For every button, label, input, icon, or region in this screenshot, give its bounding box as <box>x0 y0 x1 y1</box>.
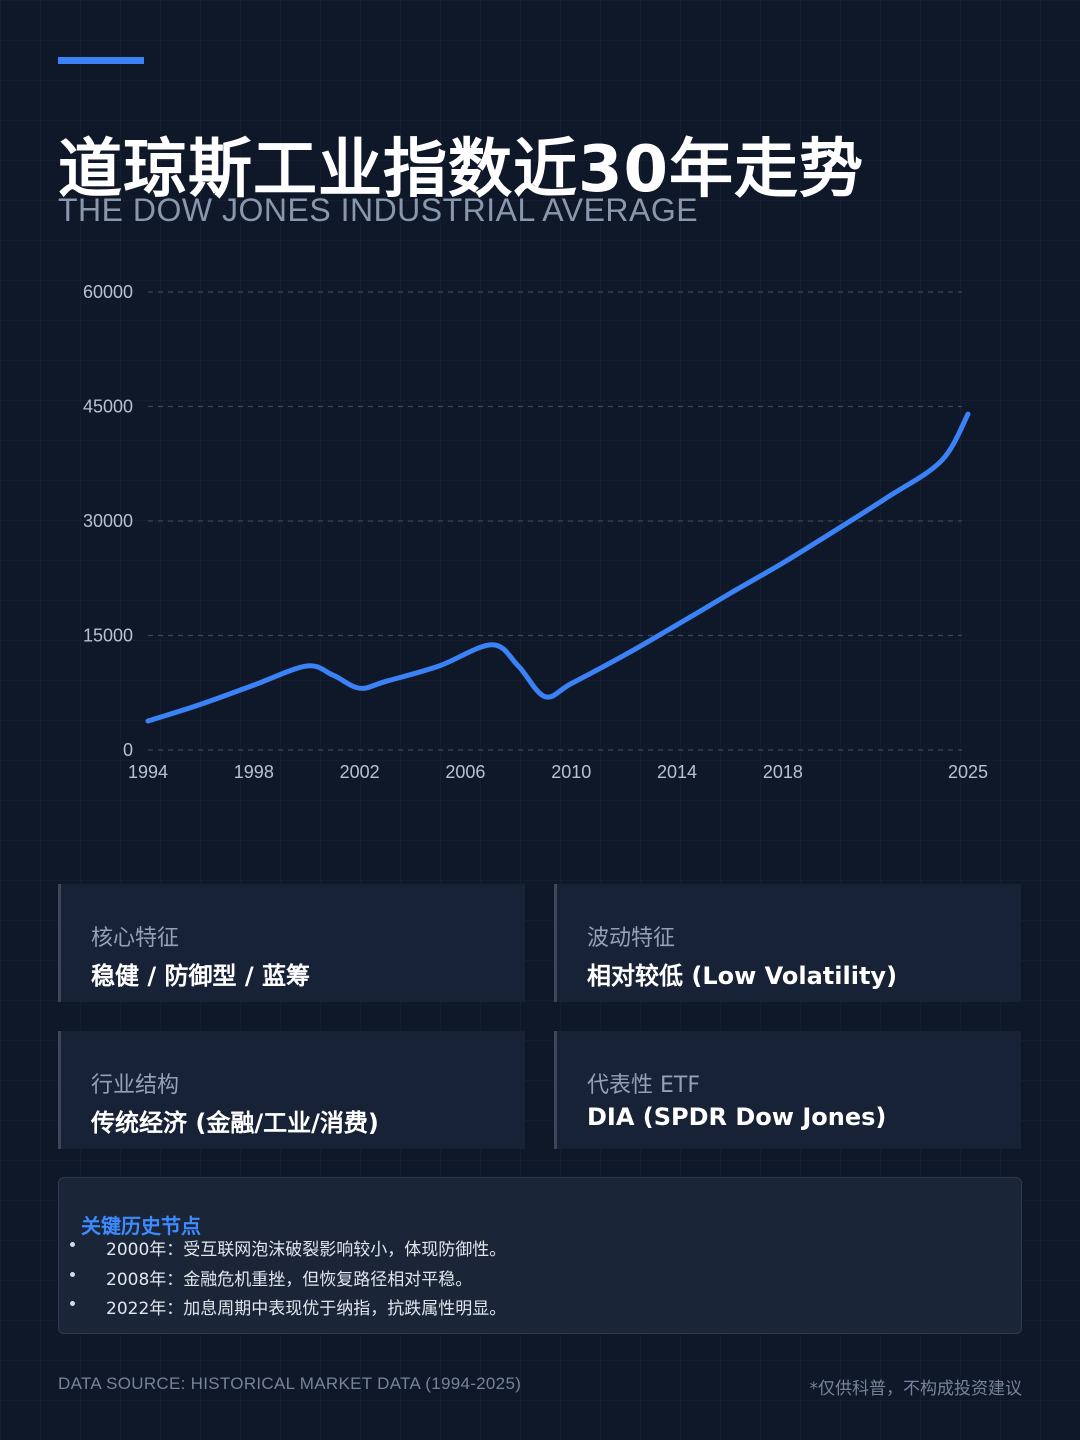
list-item: 2022年：加息周期中表现优于纳指，抗跌属性明显。 <box>59 1297 506 1327</box>
x-tick-label: 2018 <box>763 762 803 782</box>
y-tick-label: 60000 <box>83 282 133 302</box>
page-subtitle: THE DOW JONES INDUSTRIAL AVERAGE <box>58 192 699 228</box>
events-list: 2000年：受互联网泡沫破裂影响较小，体现防御性。 2008年：金融危机重挫，但… <box>59 1238 506 1327</box>
y-tick-label: 0 <box>123 740 133 760</box>
card-representative-etf: 代表性 ETF DIA (SPDR Dow Jones) <box>554 1031 1021 1149</box>
disclaimer: *仅供科普，不构成投资建议 <box>809 1379 1023 1399</box>
y-tick-label: 45000 <box>83 397 133 417</box>
bullet-icon <box>70 1301 75 1306</box>
event-text: 2008年：金融危机重挫，但恢复路径相对平稳。 <box>106 1269 473 1290</box>
accent-bar <box>58 57 144 64</box>
card-volatility: 波动特征 相对较低 (Low Volatility) <box>554 884 1021 1002</box>
card-label: 核心特征 <box>91 926 180 951</box>
events-title: 关键历史节点 <box>81 1214 201 1238</box>
y-tick-label: 15000 <box>83 626 133 646</box>
card-core-feature: 核心特征 稳健 / 防御型 / 蓝筹 <box>58 884 525 1002</box>
card-label: 波动特征 <box>587 926 676 951</box>
dow-jones-line-chart: 0 15000 30000 45000 60000 1994 1998 2002 2006 20… <box>83 282 988 782</box>
bullet-icon <box>70 1271 75 1277</box>
x-axis-ticks: 1994 1998 2002 2006 2010 2014 2018 2025 <box>128 762 988 782</box>
card-value: 相对较低 (Low Volatility) <box>587 962 898 990</box>
x-tick-label: 2006 <box>445 762 485 782</box>
card-value: 稳健 / 防御型 / 蓝筹 <box>91 962 310 990</box>
card-industry-structure: 行业结构 传统经济 (金融/工业/消费) <box>58 1031 525 1149</box>
x-tick-label: 1994 <box>128 762 168 782</box>
y-tick-label: 30000 <box>83 511 133 531</box>
card-label: 行业结构 <box>91 1073 180 1098</box>
event-text: 2022年：加息周期中表现优于纳指，抗跌属性明显。 <box>106 1299 507 1319</box>
data-source: DATA SOURCE: HISTORICAL MARKET DATA (199… <box>58 1374 522 1393</box>
card-value: 传统经济 (金融/工业/消费) <box>91 1109 379 1137</box>
x-tick-label: 2002 <box>340 762 380 782</box>
list-item: 2000年：受互联网泡沫破裂影响较小，体现防御性。 <box>59 1238 506 1268</box>
card-label: 代表性 ETF <box>587 1073 700 1098</box>
x-tick-label: 2010 <box>551 762 591 782</box>
page-title: 道琼斯工业指数近30年走势 <box>58 133 865 207</box>
y-axis-ticks: 0 15000 30000 45000 60000 <box>83 282 133 760</box>
series-line-dow <box>145 411 971 724</box>
key-events-panel: 关键历史节点 2000年：受互联网泡沫破裂影响较小，体现防御性。 2008年：金… <box>58 1177 1022 1334</box>
x-tick-label: 2014 <box>657 762 697 782</box>
x-tick-label: 1998 <box>234 762 274 782</box>
card-value: DIA (SPDR Dow Jones) <box>587 1103 887 1131</box>
list-item: 2008年：金融危机重挫，但恢复路径相对平稳。 <box>59 1268 506 1298</box>
event-text: 2000年：受互联网泡沫破裂影响较小，体现防御性。 <box>106 1240 507 1260</box>
x-tick-label: 2025 <box>948 762 988 782</box>
bullet-icon <box>70 1242 75 1247</box>
